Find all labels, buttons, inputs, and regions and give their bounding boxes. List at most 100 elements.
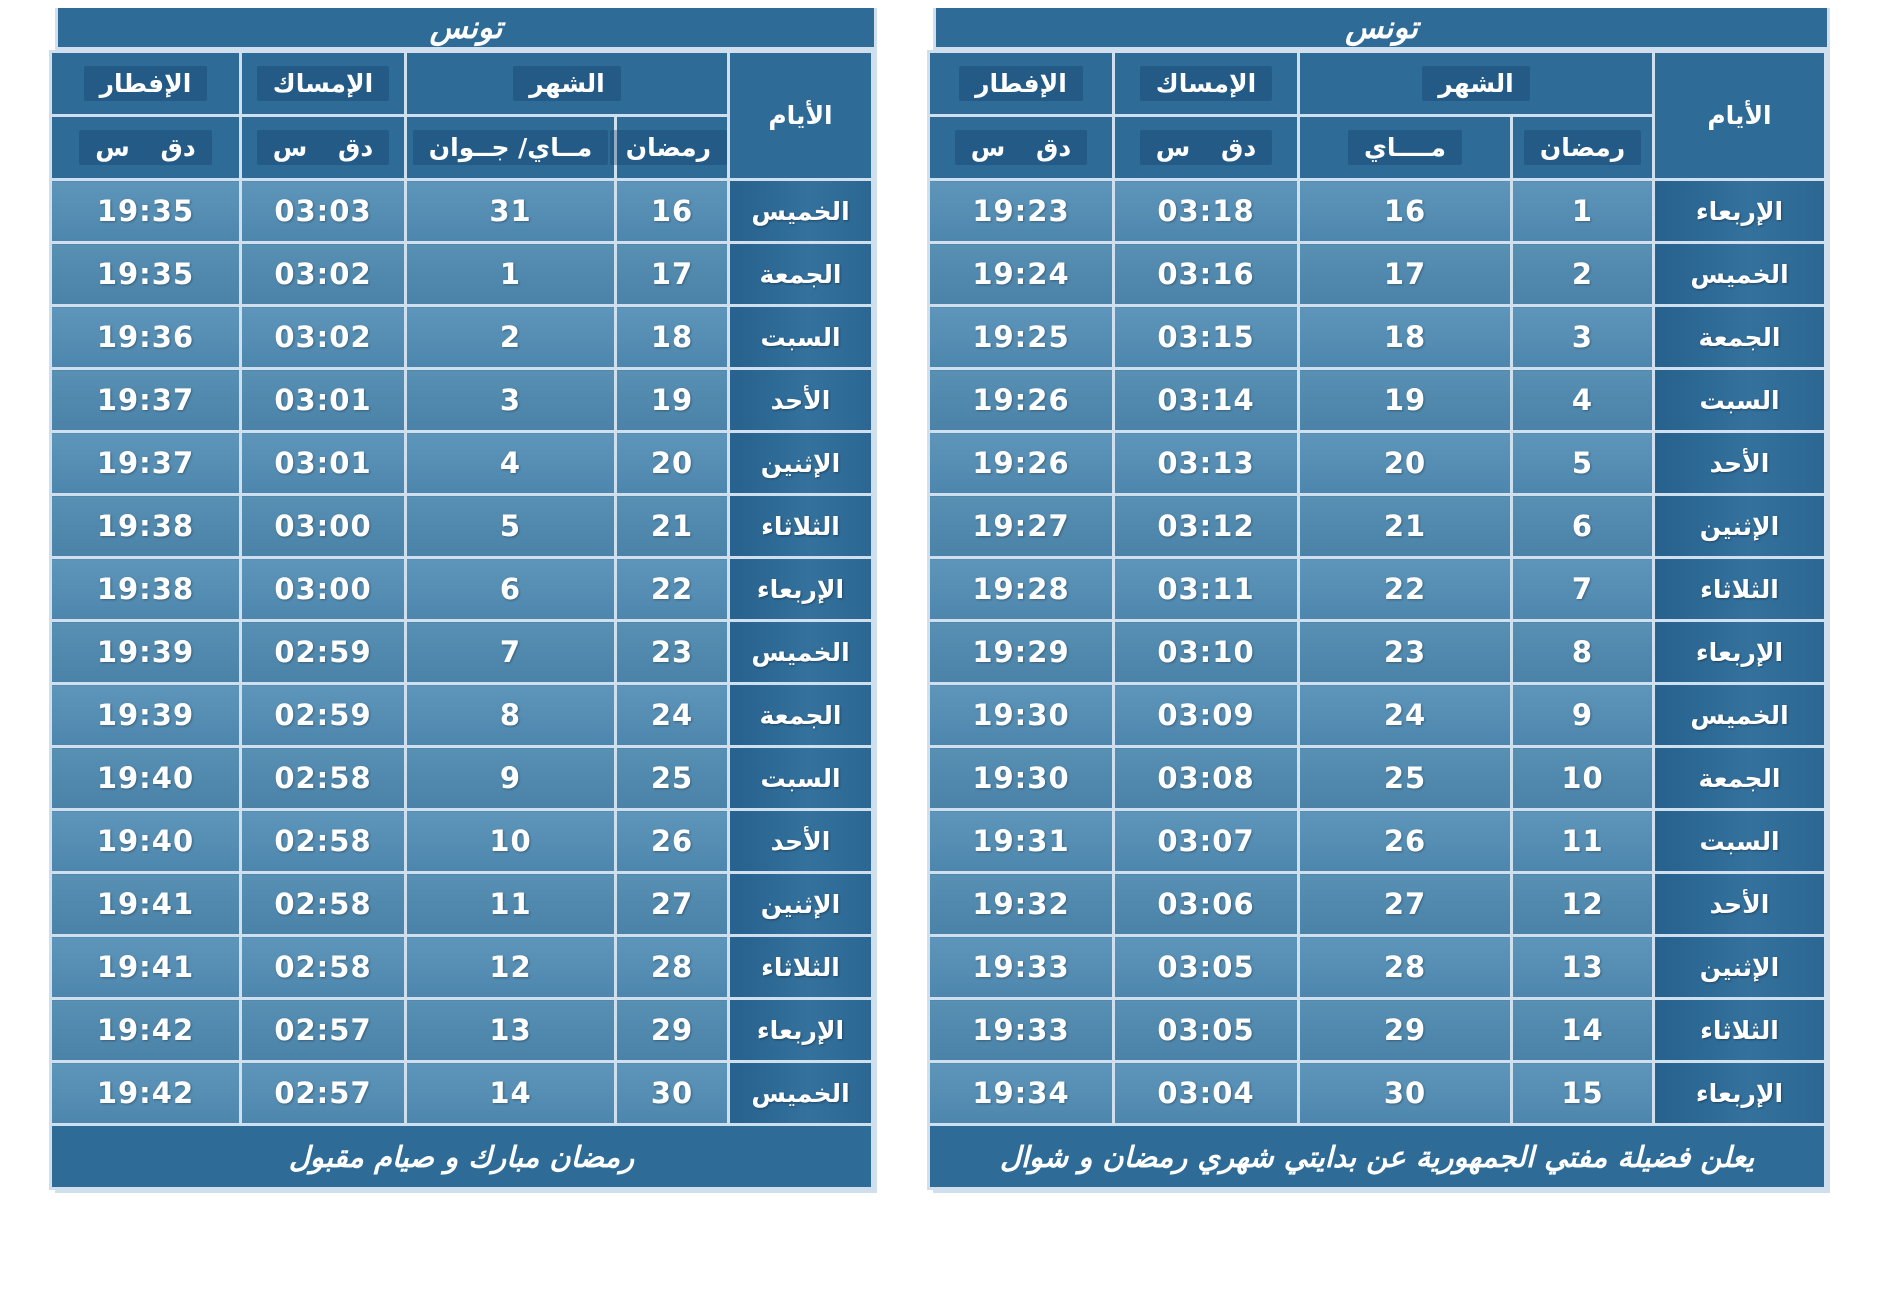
day-name-cell: الإربعاء (727, 997, 874, 1063)
civil-day-cell: 8 (403, 682, 618, 748)
col-header-days: الأيام (727, 50, 874, 181)
prayer-times-table: الأيام الشهر الإمساك الإفطار رمضان مــــ… (926, 50, 1828, 1190)
col-header-imsak: الإمساك (238, 50, 407, 117)
iftar-time-cell: 19:40 (48, 745, 242, 811)
civil-day-cell: 19 (1296, 367, 1514, 433)
imsak-time-cell: 03:10 (1111, 619, 1300, 685)
day-name-cell: الإربعاء (727, 556, 874, 622)
day-name-cell: الثلاثاء (727, 934, 874, 1000)
iftar-time-cell: 19:40 (48, 808, 242, 874)
imsak-time-cell: 03:13 (1111, 430, 1300, 496)
imsak-time-cell: 02:59 (238, 682, 407, 748)
ramadan-day-cell: 5 (1510, 430, 1655, 496)
imsak-time-cell: 02:58 (238, 934, 407, 1000)
unit-label: دق س (1139, 130, 1273, 165)
day-name-cell: السبت (1652, 367, 1827, 433)
table-row: الأحد 12 27 03:06 19:32 (926, 871, 1827, 937)
imsak-time-cell: 03:00 (238, 556, 407, 622)
table-row: الخميس 2 17 03:16 19:24 (926, 241, 1827, 307)
ramadan-day-cell: 21 (614, 493, 730, 559)
col-header-days: الأيام (1652, 50, 1827, 181)
timetable-second-half: تونس الأيام الشهر الإمساك الإفطار رمضان … (48, 8, 877, 1193)
civil-day-cell: 16 (1296, 178, 1514, 244)
table-row: الجمعة 10 25 03:08 19:30 (926, 745, 1827, 811)
iftar-time-cell: 19:26 (926, 367, 1115, 433)
col-header-unit-iftar: دق س (48, 114, 242, 181)
imsak-time-cell: 03:14 (1111, 367, 1300, 433)
civil-day-cell: 13 (403, 997, 618, 1063)
imsak-time-cell: 03:08 (1111, 745, 1300, 811)
ramadan-day-cell: 30 (614, 1060, 730, 1126)
imsak-time-cell: 03:02 (238, 241, 407, 307)
col-header-unit-imsak: دق س (1111, 114, 1300, 181)
table-header: الأيام الشهر الإمساك الإفطار رمضان مــاي… (48, 50, 874, 181)
ramadan-day-cell: 2 (1510, 241, 1655, 307)
imsak-time-cell: 03:05 (1111, 934, 1300, 1000)
table-row: الأحد 19 3 03:01 19:37 (48, 367, 874, 433)
iftar-time-cell: 19:39 (48, 619, 242, 685)
imsak-time-cell: 03:15 (1111, 304, 1300, 370)
unit-label: دق س (79, 130, 212, 165)
table-row: الإربعاء 8 23 03:10 19:29 (926, 619, 1827, 685)
table-row: الخميس 9 24 03:09 19:30 (926, 682, 1827, 748)
day-name-cell: السبت (727, 304, 874, 370)
table-row: الأحد 5 20 03:13 19:26 (926, 430, 1827, 496)
month-label: الشهر (1422, 66, 1530, 101)
table-body: الخميس 16 31 03:03 19:35 الجمعة 17 1 03:02 19:35 ا… (48, 178, 874, 1126)
imsak-time-cell: 02:57 (238, 1060, 407, 1126)
day-name-cell: الإثنين (727, 430, 874, 496)
civil-day-cell: 2 (403, 304, 618, 370)
imsak-time-cell: 02:57 (238, 997, 407, 1063)
iftar-time-cell: 19:35 (48, 178, 242, 244)
day-name-cell: الإربعاء (1652, 178, 1827, 244)
ramadan-day-cell: 12 (1510, 871, 1655, 937)
iftar-time-cell: 19:38 (48, 556, 242, 622)
iftar-label: الإفطار (959, 66, 1083, 101)
civil-day-cell: 17 (1296, 241, 1514, 307)
iftar-time-cell: 19:24 (926, 241, 1115, 307)
iftar-time-cell: 19:35 (48, 241, 242, 307)
day-name-cell: الإثنين (727, 871, 874, 937)
imsak-time-cell: 03:00 (238, 493, 407, 559)
imsak-time-cell: 03:07 (1111, 808, 1300, 874)
table-row: الإثنين 13 28 03:05 19:33 (926, 934, 1827, 1000)
day-name-cell: الجمعة (1652, 304, 1827, 370)
day-name-cell: الخميس (727, 1060, 874, 1126)
ramadan-day-cell: 1 (1510, 178, 1655, 244)
days-label: الأيام (768, 101, 833, 130)
ramadan-label: رمضان (609, 130, 727, 165)
iftar-time-cell: 19:25 (926, 304, 1115, 370)
table-footer-message: رمضان مبارك و صيام مقبول (48, 1123, 875, 1190)
iftar-time-cell: 19:39 (48, 682, 242, 748)
city-title: تونس (936, 8, 1827, 50)
table-row: الإثنين 20 4 03:01 19:37 (48, 430, 874, 496)
table-row: الثلاثاء 28 12 02:58 19:41 (48, 934, 874, 1000)
iftar-time-cell: 19:30 (926, 745, 1115, 811)
table-row: الثلاثاء 7 22 03:11 19:28 (926, 556, 1827, 622)
ramadan-day-cell: 10 (1510, 745, 1655, 811)
ramadan-day-cell: 27 (614, 871, 730, 937)
imsak-time-cell: 03:01 (238, 367, 407, 433)
imsak-time-cell: 03:02 (238, 304, 407, 370)
imsak-time-cell: 03:18 (1111, 178, 1300, 244)
imsak-time-cell: 03:05 (1111, 997, 1300, 1063)
day-name-cell: الخميس (1652, 241, 1827, 307)
imsak-time-cell: 03:03 (238, 178, 407, 244)
iftar-time-cell: 19:27 (926, 493, 1115, 559)
imsak-time-cell: 03:09 (1111, 682, 1300, 748)
table-row: الإثنين 27 11 02:58 19:41 (48, 871, 874, 937)
day-name-cell: الأحد (1652, 430, 1827, 496)
civil-day-cell: 24 (1296, 682, 1514, 748)
ramadan-day-cell: 7 (1510, 556, 1655, 622)
table-row: الإربعاء 15 30 03:04 19:34 (926, 1060, 1827, 1126)
iftar-time-cell: 19:36 (48, 304, 242, 370)
civil-day-cell: 29 (1296, 997, 1514, 1063)
day-name-cell: الأحد (727, 808, 874, 874)
table-row: الخميس 16 31 03:03 19:35 (48, 178, 874, 244)
table-row: الإربعاء 22 6 03:00 19:38 (48, 556, 874, 622)
unit-label: دق س (256, 130, 390, 165)
civil-day-cell: 21 (1296, 493, 1514, 559)
unit-label: دق س (954, 130, 1088, 165)
iftar-time-cell: 19:26 (926, 430, 1115, 496)
iftar-time-cell: 19:33 (926, 934, 1115, 1000)
